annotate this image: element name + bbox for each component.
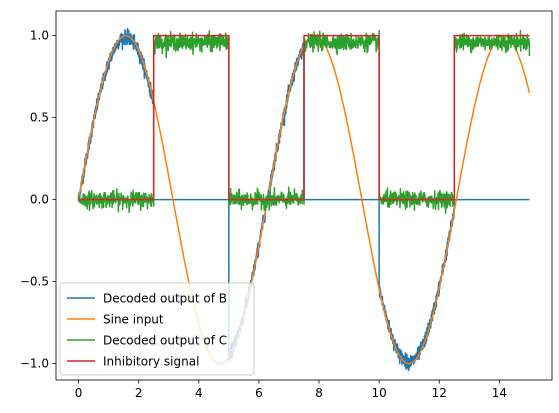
legend-box xyxy=(59,282,255,376)
x-tick-label: 6 xyxy=(255,386,263,400)
series-inhibitory-line xyxy=(78,34,530,201)
legend-label: Inhibitory signal xyxy=(103,355,199,369)
x-tick-label: 14 xyxy=(492,386,507,400)
legend-label: Decoded output of B xyxy=(103,292,227,306)
x-tick-label: 2 xyxy=(135,386,143,400)
x-tick-label: 12 xyxy=(432,386,447,400)
y-tick-label: −1.0 xyxy=(20,357,49,371)
legend-label: Sine input xyxy=(103,313,164,327)
y-tick-label: 0.5 xyxy=(30,111,49,125)
series-layer xyxy=(77,27,531,372)
x-tick-label: 8 xyxy=(315,386,323,400)
y-tick-label: −0.5 xyxy=(20,275,49,289)
plot-frame xyxy=(55,10,553,381)
legend: Decoded output of B Sine input Decoded out… xyxy=(59,282,255,376)
x-tick-label: 4 xyxy=(195,386,203,400)
y-tick-label: 1.0 xyxy=(30,29,49,43)
ticks-layer: 0 2 4 6 8 10 12 14 −1.0 −0.5 0.0 0.5 1.0 xyxy=(20,29,507,400)
x-tick-label: 10 xyxy=(372,386,387,400)
y-tick-label: 0.0 xyxy=(30,193,49,207)
x-tick-label: 0 xyxy=(75,386,83,400)
legend-label: Decoded output of C xyxy=(103,334,227,348)
